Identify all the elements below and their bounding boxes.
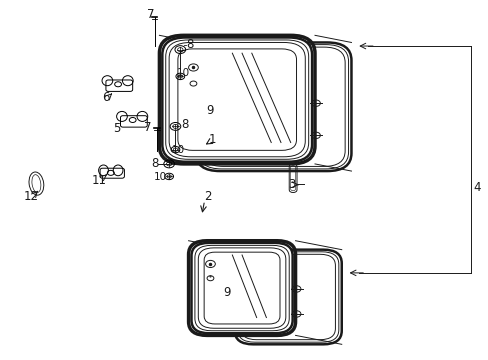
- FancyBboxPatch shape: [191, 243, 292, 333]
- Text: 3: 3: [288, 178, 295, 191]
- Text: 10: 10: [172, 145, 185, 155]
- Text: 9: 9: [206, 104, 214, 117]
- Text: 7: 7: [144, 121, 152, 134]
- Text: 7: 7: [147, 8, 155, 21]
- Text: 4: 4: [472, 181, 480, 194]
- Text: 6: 6: [102, 91, 109, 104]
- Text: 8: 8: [151, 157, 158, 170]
- Text: 1: 1: [209, 134, 216, 147]
- Text: 11: 11: [92, 174, 107, 186]
- Text: 8: 8: [181, 118, 188, 131]
- Text: 2: 2: [204, 190, 211, 203]
- Text: 12: 12: [24, 190, 39, 203]
- Text: 10: 10: [154, 172, 167, 182]
- FancyBboxPatch shape: [162, 37, 311, 162]
- FancyBboxPatch shape: [198, 248, 285, 328]
- Text: 8: 8: [186, 39, 193, 51]
- Text: 10: 10: [177, 68, 190, 78]
- Text: 5: 5: [113, 122, 121, 135]
- Text: 9: 9: [224, 286, 231, 299]
- FancyBboxPatch shape: [169, 42, 305, 157]
- FancyBboxPatch shape: [195, 246, 288, 331]
- FancyBboxPatch shape: [165, 40, 308, 159]
